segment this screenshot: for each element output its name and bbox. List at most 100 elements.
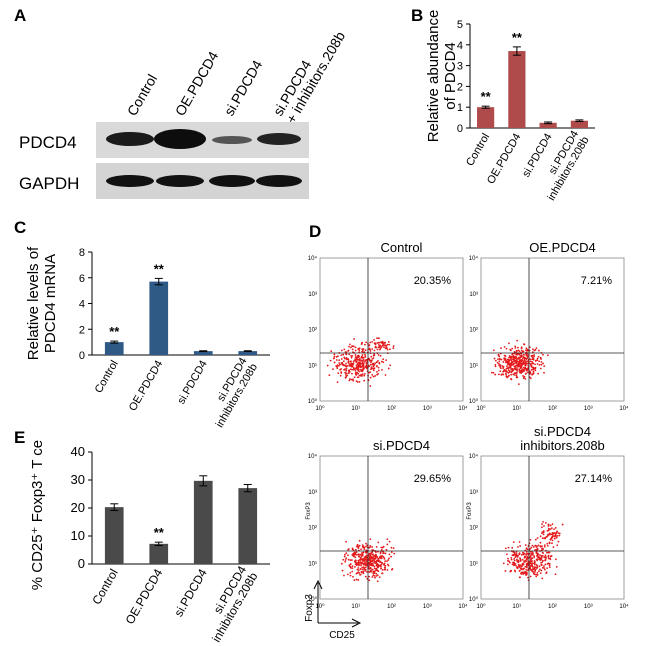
y-tick-label: 10¹	[469, 363, 478, 369]
quadrant-percent: 7.21%	[581, 275, 612, 287]
significance-marker: **	[481, 89, 492, 104]
panel-label-e: E	[14, 428, 26, 447]
bar	[508, 51, 526, 128]
flow-plot-frame	[480, 455, 625, 600]
significance-marker: **	[154, 525, 165, 540]
x-tick-label: 10⁰	[476, 603, 486, 610]
x-tick-label: 10⁴	[458, 405, 468, 412]
x-tick-label: 10²	[387, 604, 396, 610]
x-tick-label: 10⁰	[315, 405, 325, 412]
y-tick-label: 40	[71, 444, 85, 459]
category-label: Control	[93, 359, 121, 396]
x-tick-label: 10²	[387, 406, 396, 412]
axis-arrows: Foxp3 CD25	[304, 579, 362, 641]
bar	[193, 351, 213, 355]
category-label: Control	[89, 567, 120, 608]
y-tick-label: 0	[78, 556, 85, 571]
flow-plot-frame	[319, 455, 464, 600]
x-tick-label: 10¹	[351, 604, 360, 610]
y-tick-label: 6	[79, 273, 85, 285]
y-tick-label: 1	[457, 102, 463, 114]
flow-plot-title: si.PDCD4 inhibitors.208b	[520, 424, 605, 453]
panel-label-b: B	[411, 6, 424, 25]
flow-plot-frame	[319, 257, 464, 402]
bar-chart-b: 012345**Control**OE.PDCD4si.PDCD4si.PDCD…	[425, 10, 595, 203]
y-tick-label: 10⁰	[308, 398, 318, 405]
y-tick-label: 2	[79, 324, 85, 336]
significance-marker: **	[154, 261, 165, 276]
band-label-gapdh: GAPDH	[19, 174, 79, 193]
y-axis-label: Relative abundanceof PDCD4	[425, 10, 459, 143]
x-tick-label: 10³	[423, 406, 432, 412]
lane-label-si-pdcd4: si.PDCD4	[221, 57, 266, 118]
bar	[104, 342, 124, 355]
y-tick-label: 10	[71, 528, 85, 543]
category-label: Control	[464, 132, 492, 169]
x-tick-label: 10¹	[351, 406, 360, 412]
y-tick-label: 10¹	[308, 561, 317, 567]
x-tick-label: 10⁰	[315, 603, 325, 610]
y-axis-label: % CD25⁺ Foxp3⁺ T cells	[29, 440, 46, 590]
y-tick-label: 10⁰	[469, 596, 479, 603]
panel-label-c: C	[14, 218, 27, 237]
panel-label-a: A	[14, 6, 27, 25]
bar	[570, 120, 588, 128]
bar	[477, 107, 495, 128]
axis-label-foxp3: Foxp3	[304, 594, 315, 622]
category-label: si.PDCD4inhibitors.208b	[203, 356, 260, 430]
flow-plot-title: Control	[381, 240, 423, 255]
x-tick-label: 10¹	[512, 604, 521, 610]
y-tick-label: 20	[71, 500, 85, 515]
y-tick-label: 2	[457, 81, 463, 93]
y-tick-label: 0	[79, 350, 85, 362]
x-tick-label: 10²	[548, 406, 557, 412]
x-tick-label: 10³	[584, 604, 593, 610]
inner-y-label: FoxP3	[467, 502, 473, 520]
y-tick-label: 10³	[469, 490, 478, 496]
y-tick-label: 10¹	[469, 561, 478, 567]
y-tick-label: 10²	[308, 526, 317, 532]
y-tick-label: 10⁰	[469, 398, 479, 405]
y-tick-label: 10⁰	[308, 596, 318, 603]
bar	[539, 122, 557, 128]
flow-cytometry-figure: Control20.35%10⁰10⁰10¹10¹10²10²10³10³10⁴…	[304, 240, 629, 641]
bar	[149, 543, 169, 564]
x-tick-label: 10⁴	[619, 603, 629, 610]
x-tick-label: 10⁴	[458, 603, 468, 610]
flow-plot-frame	[480, 257, 625, 402]
y-tick-label: 10²	[469, 526, 478, 532]
lane-label-oe-pdcd4: OE.PDCD4	[172, 48, 222, 118]
y-tick-label: 10²	[469, 328, 478, 334]
y-tick-label: 3	[457, 61, 463, 73]
y-tick-label: 4	[457, 40, 463, 52]
y-tick-label: 4	[79, 299, 85, 311]
category-label: OE.PDCD4	[127, 359, 166, 414]
western-blot-figure: Control OE.PDCD4 si.PDCD4 si.PDCD4+ inhi…	[19, 29, 348, 199]
significance-marker: **	[109, 324, 120, 339]
y-tick-label: 5	[457, 19, 463, 31]
y-tick-label: 10⁴	[308, 453, 318, 460]
x-tick-label: 10⁴	[619, 405, 629, 412]
y-tick-label: 0	[457, 123, 463, 135]
inner-y-label: FoxP3	[306, 502, 312, 520]
flow-plot-title: OE.PDCD4	[529, 240, 595, 255]
category-label: OE.PDCD4	[123, 566, 166, 626]
y-tick-label: 10⁴	[308, 255, 318, 262]
bar	[193, 480, 213, 564]
y-tick-label: 8	[79, 247, 85, 259]
y-tick-label: 10⁴	[469, 255, 479, 262]
y-axis-label: Relative levels ofPDCD4 mRNA	[25, 246, 59, 360]
category-label: si.PDCD4	[171, 566, 210, 619]
y-tick-label: 30	[71, 472, 85, 487]
quadrant-percent: 20.35%	[414, 275, 452, 287]
axis-label-cd25: CD25	[329, 630, 355, 641]
bar	[238, 351, 258, 355]
lane-label-control: Control	[124, 71, 160, 118]
flow-plot-title: si.PDCD4	[373, 438, 430, 453]
y-tick-label: 10³	[308, 292, 317, 298]
